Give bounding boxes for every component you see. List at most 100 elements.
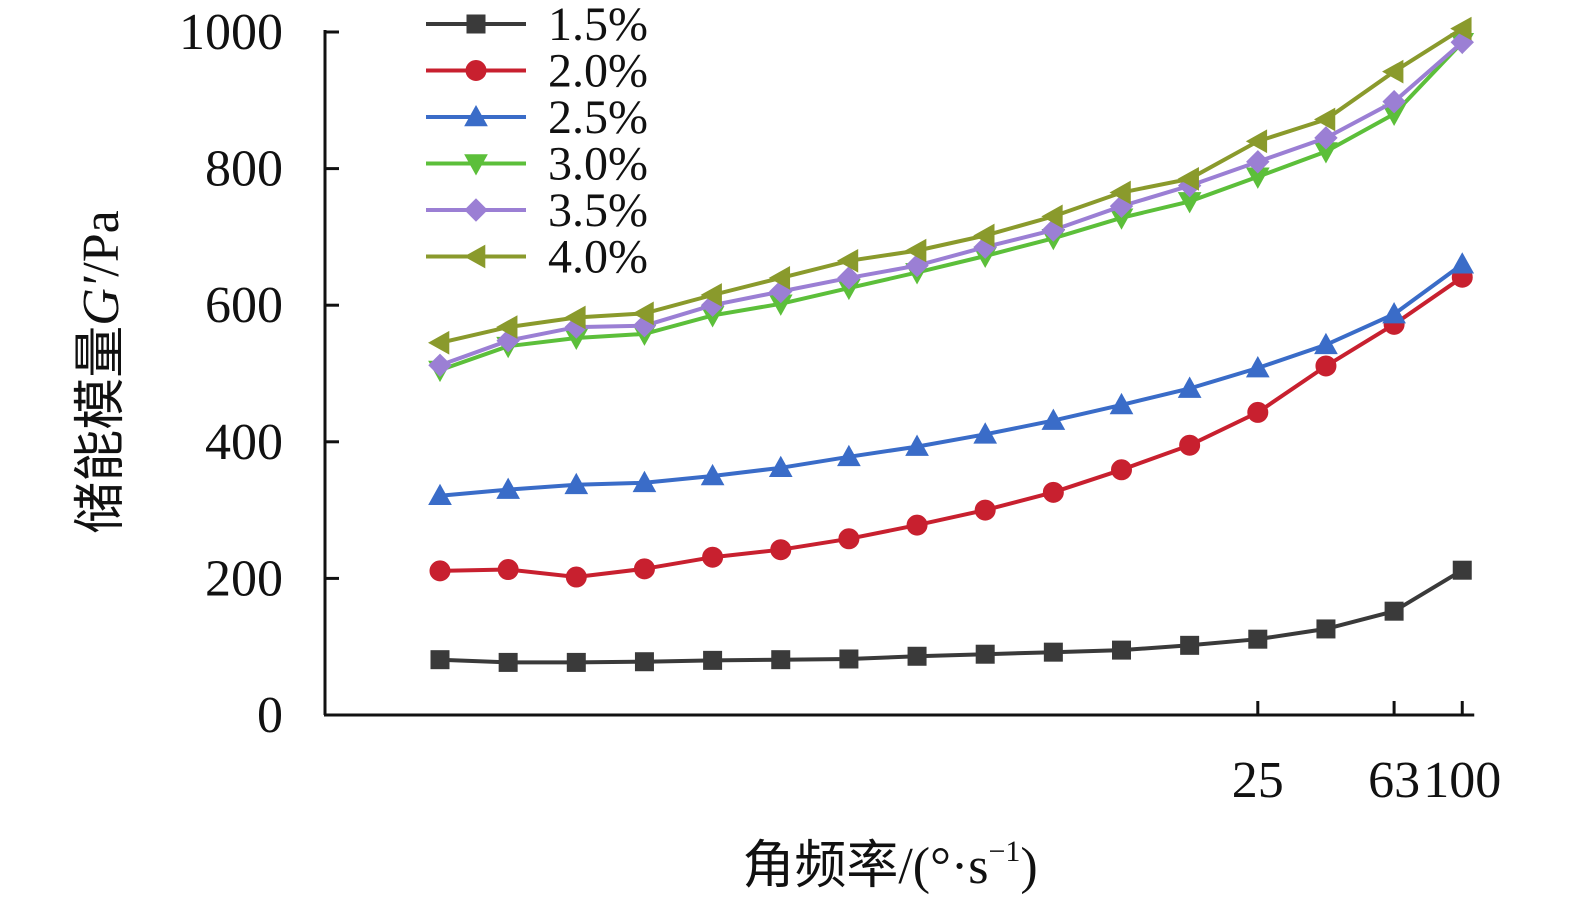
axes: 0 200 400 600 800 1000 25 63 100 <box>179 4 1501 809</box>
point-4.0%-13 <box>1245 129 1268 154</box>
legend-label-3.5%: 3.5% <box>548 184 648 237</box>
point-2.0%-10 <box>1042 481 1064 503</box>
point-1.5%-2 <box>498 652 518 672</box>
point-1.5%-3 <box>566 652 586 672</box>
point-2.5%-7 <box>837 444 861 467</box>
legend-marker-4.0% <box>463 244 486 269</box>
legend-marker-2.5% <box>464 104 488 127</box>
point-2.0%-9 <box>974 499 996 521</box>
point-2.5%-2 <box>496 477 520 499</box>
point-4.0%-15 <box>1382 59 1404 84</box>
point-1.5%-10 <box>1043 642 1063 662</box>
point-3.5%-14 <box>1314 126 1338 150</box>
series-layer <box>427 16 1475 672</box>
point-2.0%-13 <box>1247 401 1269 423</box>
point-1.5%-6 <box>771 650 791 670</box>
y-axis-title-unit: /Pa <box>73 210 130 276</box>
series-line-1.5% <box>439 568 1464 665</box>
point-2.5%-13 <box>1245 356 1270 378</box>
point-1.5%-15 <box>1384 601 1404 621</box>
point-1.5%-12 <box>1180 635 1200 655</box>
point-3.5%-1 <box>428 353 452 378</box>
point-3.5%-13 <box>1246 150 1270 174</box>
point-2.5%-3 <box>564 472 589 495</box>
point-4.0%-16 <box>1450 16 1472 41</box>
point-4.0%-4 <box>632 301 654 326</box>
point-2.5%-6 <box>768 455 793 478</box>
series-line-3.0% <box>439 40 1464 372</box>
point-2.5%-15 <box>1382 302 1406 324</box>
point-2.0%-4 <box>633 558 655 580</box>
series-line-3.5% <box>439 40 1464 368</box>
y-tick-label-0: 0 <box>257 687 283 744</box>
legend-label-2.5%: 2.5% <box>548 91 648 144</box>
y-axis-title: 储能模量G′/Pa <box>73 210 130 533</box>
point-2.0%-1 <box>429 560 451 582</box>
point-4.0%-2 <box>496 315 518 339</box>
point-1.5%-8 <box>907 646 927 666</box>
x-axis-title-close: ) <box>1020 838 1037 895</box>
legend-item-3.5%: 3.5% <box>426 184 648 237</box>
legend-label-2.0%: 2.0% <box>548 45 648 98</box>
legend-marker-3.0% <box>464 154 488 176</box>
legend-marker-2.0% <box>465 60 487 81</box>
y-axis-title-symbol: G′ <box>73 275 130 326</box>
point-4.0%-8 <box>905 238 927 263</box>
point-4.0%-7 <box>836 248 859 273</box>
point-2.0%-6 <box>770 539 792 561</box>
legend-marker-3.5% <box>464 198 488 222</box>
point-2.0%-8 <box>906 514 928 536</box>
point-2.5%-8 <box>905 434 929 456</box>
point-2.5%-10 <box>1041 408 1066 430</box>
point-2.0%-5 <box>702 546 724 568</box>
legend-item-1.5%: 1.5% <box>426 0 648 51</box>
point-1.5%-5 <box>703 650 723 670</box>
point-4.0%-3 <box>564 305 586 330</box>
series-line-2.5% <box>439 262 1464 498</box>
legend-label-1.5%: 1.5% <box>548 0 648 51</box>
x-tick-label-63: 63 <box>1368 752 1420 809</box>
series-2.5% <box>428 252 1475 506</box>
point-1.5%-1 <box>430 650 450 670</box>
y-tick-label-200: 200 <box>205 550 283 607</box>
legend-item-4.0%: 4.0% <box>426 231 648 284</box>
y-tick-label-600: 600 <box>205 277 283 334</box>
point-2.5%-5 <box>700 463 725 486</box>
x-tick-label-25: 25 <box>1232 752 1284 809</box>
y-axis-title-prefix: 储能模量 <box>73 326 130 534</box>
y-tick-label-400: 400 <box>205 414 283 471</box>
legend-label-3.0%: 3.0% <box>548 138 648 191</box>
point-1.5%-4 <box>634 652 654 672</box>
point-1.5%-13 <box>1248 629 1268 649</box>
y-tick-label-800: 800 <box>205 141 283 198</box>
point-2.5%-11 <box>1109 392 1134 415</box>
point-2.0%-12 <box>1179 434 1201 456</box>
legend-item-3.0%: 3.0% <box>426 138 648 191</box>
point-2.5%-16 <box>1450 252 1475 274</box>
point-4.0%-14 <box>1313 107 1336 132</box>
x-tick-label-100: 100 <box>1423 752 1501 809</box>
point-2.0%-7 <box>838 528 860 550</box>
point-4.0%-10 <box>1041 204 1063 229</box>
point-4.0%-11 <box>1109 180 1131 205</box>
point-2.5%-4 <box>632 470 657 493</box>
series-4.0% <box>427 16 1472 355</box>
point-3.5%-7 <box>837 266 861 290</box>
legend: 1.5%2.0%2.5%3.0%3.5%4.0% <box>426 0 648 284</box>
legend-label-4.0%: 4.0% <box>548 231 648 284</box>
x-axis-title: 角频率/(°·s−1) <box>742 835 1037 895</box>
point-2.0%-2 <box>497 559 519 581</box>
point-4.0%-12 <box>1177 166 1199 191</box>
point-1.5%-11 <box>1112 640 1131 660</box>
point-4.0%-9 <box>973 223 995 248</box>
point-2.5%-14 <box>1314 332 1338 355</box>
legend-item-2.0%: 2.0% <box>426 45 648 98</box>
series-line-4.0% <box>439 26 1464 345</box>
point-1.5%-9 <box>975 644 995 664</box>
legend-item-2.5%: 2.5% <box>426 91 648 144</box>
series-1.5% <box>430 560 1472 672</box>
point-2.0%-3 <box>565 566 587 588</box>
point-4.0%-1 <box>427 330 450 355</box>
point-2.0%-14 <box>1315 355 1337 377</box>
